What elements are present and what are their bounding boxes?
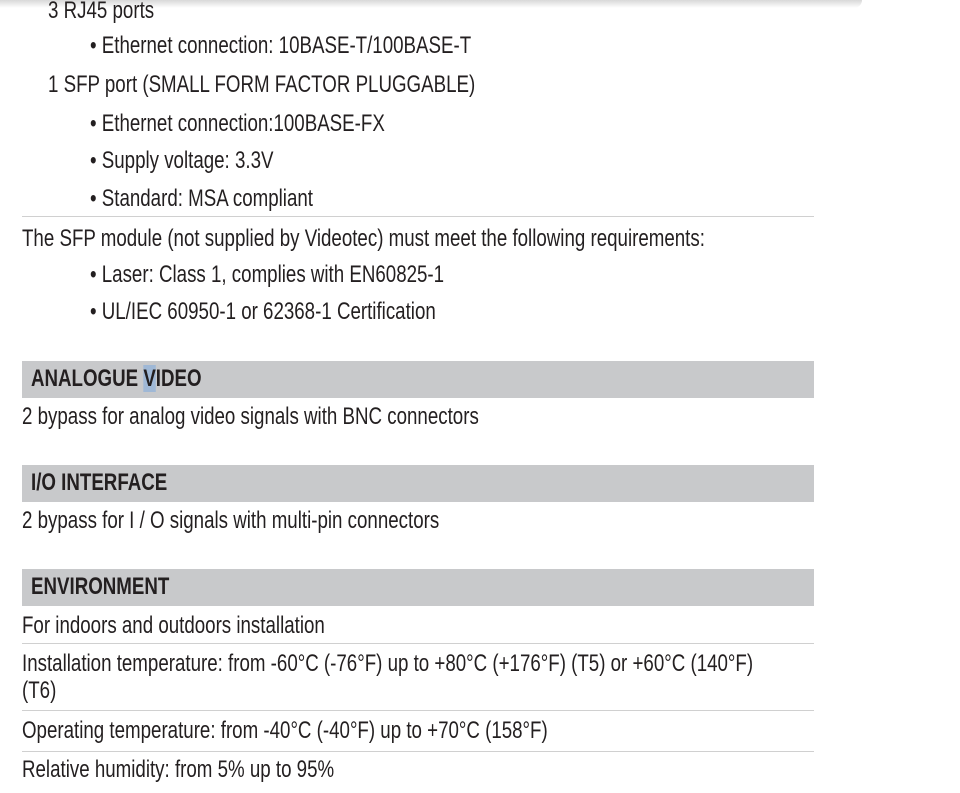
divider xyxy=(22,643,814,644)
section-header-environment: ENVIRONMENT xyxy=(22,569,814,606)
section-header-analogue-video: ANALOGUE VIDEO xyxy=(22,361,814,398)
section-title: ENVIRONMENT xyxy=(31,573,170,600)
analogue-video-text: 2 bypass for analog video signals with B… xyxy=(22,403,479,430)
viewer-toolbar-shadow xyxy=(0,0,862,8)
sfp-certification: • UL/IEC 60950-1 or 62368-1 Certificatio… xyxy=(90,298,436,325)
environment-installation-temp: Installation temperature: from -60°C (-7… xyxy=(22,650,754,677)
section-header-io-interface: I/O INTERFACE xyxy=(22,465,814,502)
divider xyxy=(22,216,814,217)
sfp-standard: • Standard: MSA compliant xyxy=(90,185,313,212)
rj45-ports: 3 RJ45 ports xyxy=(48,0,155,24)
environment-operating-temp: Operating temperature: from -40°C (-40°F… xyxy=(22,717,548,744)
section-title: ANALOGUE VIDEO xyxy=(31,365,202,392)
rj45-ethernet: • Ethernet connection: 10BASE-T/100BASE-… xyxy=(90,32,472,59)
environment-installation-temp-cont: (T6) xyxy=(22,677,57,704)
divider xyxy=(22,710,814,711)
section-title: I/O INTERFACE xyxy=(31,469,168,496)
divider xyxy=(22,751,814,752)
text-cursor-selection: V xyxy=(143,365,156,392)
sfp-laser: • Laser: Class 1, complies with EN60825-… xyxy=(90,261,445,288)
io-interface-text: 2 bypass for I / O signals with multi-pi… xyxy=(22,507,440,534)
sfp-voltage: • Supply voltage: 3.3V xyxy=(90,147,274,174)
environment-installation-type: For indoors and outdoors installation xyxy=(22,612,325,639)
sfp-module-requirements: The SFP module (not supplied by Videotec… xyxy=(22,225,705,252)
environment-humidity: Relative humidity: from 5% up to 95% xyxy=(22,756,335,783)
sfp-port: 1 SFP port (SMALL FORM FACTOR PLUGGABLE) xyxy=(48,71,476,98)
sfp-ethernet: • Ethernet connection:100BASE-FX xyxy=(90,110,385,137)
